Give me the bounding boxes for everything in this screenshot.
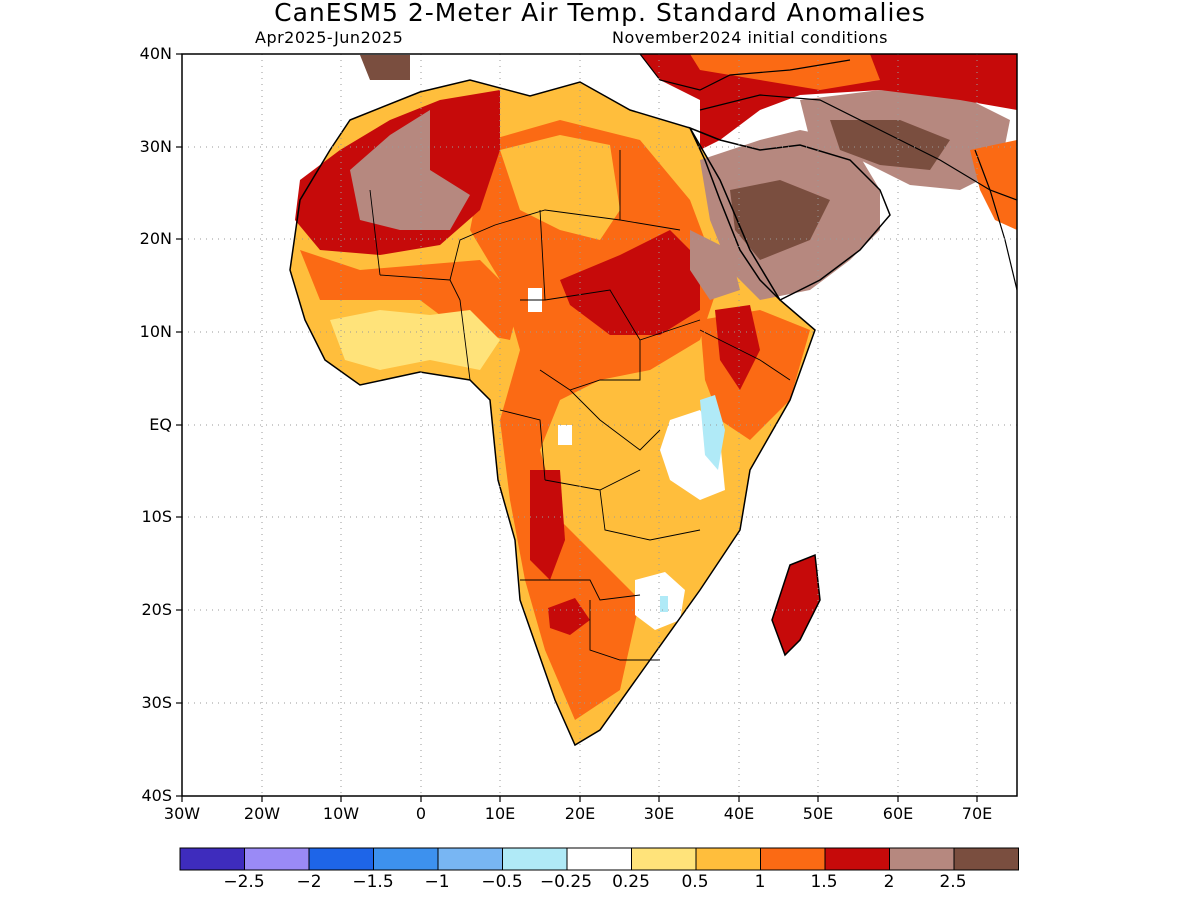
india-coastline [974,149,1017,291]
colorbar-swatch [760,847,826,871]
lon-label-10e: 10E [484,804,516,823]
lat-label-20s: 20S [141,600,172,619]
colorbar-label: −1 [424,872,450,892]
colorbar-swatch [179,847,245,871]
colorbar [179,847,1019,871]
lon-label-50e: 50E [802,804,834,823]
anomaly-brown-sahara [350,110,470,230]
lon-label-10w: 10W [322,804,360,823]
graticule [182,54,1017,796]
lon-label-0: 0 [415,804,427,823]
initial-conditions: November2024 initial conditions [612,28,888,47]
anomaly-darkred-madagascar [772,555,820,655]
anomaly-darkred-horn [715,305,760,390]
colorbar-swatch [953,847,1019,871]
colorbar-label: 1.5 [810,872,838,892]
anomaly-darkred-mideast [640,54,1017,150]
anomaly-darkred-sahel [560,230,700,335]
colorbar-label: −0.5 [481,872,523,892]
lat-label-10n: 10N [139,322,172,341]
colorbar-label: 2.5 [939,872,967,892]
lat-label-40s: 40S [141,786,172,805]
colorbar-swatch [566,847,632,871]
colorbar-swatch [373,847,439,871]
colorbar-label: −2.5 [223,872,265,892]
lat-label-30s: 30S [141,693,172,712]
lon-label-70e: 70E [961,804,993,823]
lat-label-30n: 30N [139,137,172,156]
anomaly-brown-sahel [690,230,740,300]
lon-label-20w: 20W [243,804,281,823]
colorbar-swatch [244,847,310,871]
colorbar-swatch [502,847,568,871]
mediterranean-coast [639,54,851,91]
anomaly-white-congo [558,425,572,445]
colorbar-swatch [437,847,503,871]
colorbar-swatch [308,847,374,871]
colorbar-swatch [631,847,697,871]
colorbar-label: −0.25 [539,872,593,892]
lat-label-eq: EQ [149,415,172,434]
anomaly-darkbrown-arabia [730,180,830,260]
country-borders [369,150,791,661]
madagascar-coastline [771,553,821,657]
anomaly-yellow-sahara [500,135,620,240]
africa-coastline [289,79,816,747]
anomaly-yellow-westafrica [330,310,500,370]
colorbar-label: 2 [883,872,895,892]
lon-label-40e: 40E [723,804,755,823]
lon-label-30e: 30E [643,804,675,823]
anomaly-lightblue-kenya [700,395,725,470]
arabia-coastline [688,126,891,301]
colorbar-swatch [824,847,890,871]
colorbar-label: 0.5 [681,872,709,892]
anomaly-darkbrown-iran [830,120,950,170]
colorbar-label: 1 [754,872,766,892]
colorbar-label: 0.25 [612,872,650,892]
anomaly-darkred-namibia [548,598,590,635]
colorbar-swatch [889,847,955,871]
anomaly-lightblue-zim [660,596,668,612]
lon-label-20e: 20E [564,804,596,823]
lat-label-10s: 10S [141,507,172,526]
lat-label-20n: 20N [139,229,172,248]
colorbar-label: −2 [296,872,322,892]
colorbar-swatch [695,847,761,871]
axis-ticks [176,53,978,802]
map-title: CanESM5 2-Meter Air Temp. Standard Anoma… [274,0,926,27]
valid-period: Apr2025-Jun2025 [255,28,404,47]
anomaly-brown-northafrica [360,55,410,80]
anomaly-orange-india [970,140,1017,230]
lon-label-60e: 60E [882,804,914,823]
lat-label-40n: 40N [139,44,172,63]
lon-label-30w: 30W [163,804,201,823]
colorbar-label: −1.5 [352,872,394,892]
anomaly-darkred-angola [530,470,565,580]
